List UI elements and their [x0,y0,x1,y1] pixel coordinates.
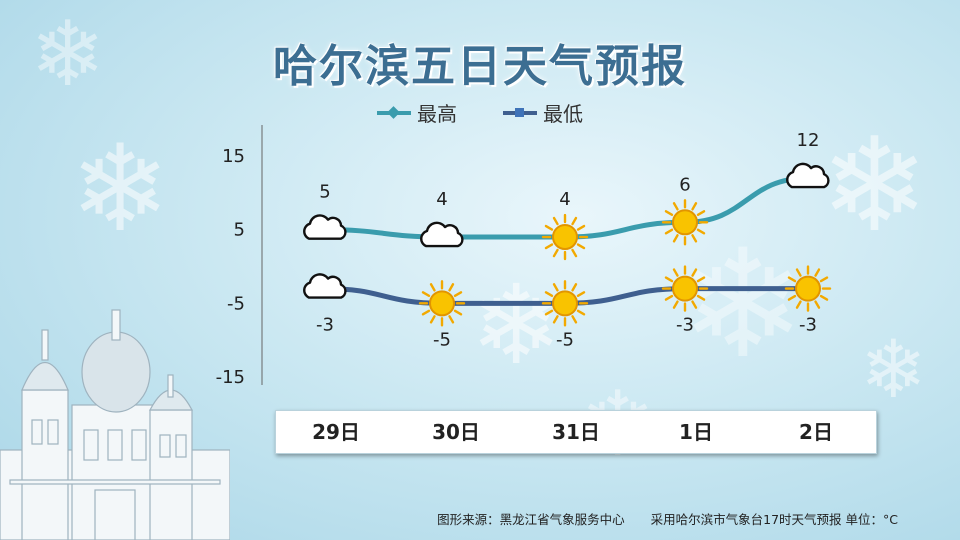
church-illustration [0,309,230,540]
high-temp-label: 4 [436,189,447,210]
y-tick-label: 15 [222,146,245,167]
y-tick-label: -15 [216,367,245,388]
low-temp-label: -5 [433,329,451,350]
low-temp-label: -5 [556,329,574,350]
low-temp-label: -3 [676,315,694,336]
legend-swatch-high [377,105,411,119]
high-temp-label: 12 [797,130,820,151]
sun-icon [661,199,709,246]
footer-note: 采用哈尔滨市气象台17时天气预报 单位：°C [650,512,898,527]
legend-item-low: 最低 [503,98,583,127]
sun-icon [541,213,589,261]
cloud-icon [420,221,464,248]
day-axis-bar: 29日 30日 31日 1日 2日 [275,410,877,454]
high-temp-label: 4 [559,189,570,210]
sun-icon [541,280,589,327]
legend-swatch-low [503,107,537,117]
cloud-icon [303,273,347,299]
sun-icon [418,280,466,327]
low-temp-label: -3 [316,315,334,336]
chart-legend: 最高 最低 [0,98,960,127]
sun-icon [661,265,709,312]
cloud-icon [786,162,830,189]
legend-label-low: 最低 [543,102,583,126]
footer: 图形来源：黑龙江省气象服务中心 采用哈尔滨市气象台17时天气预报 单位：°C [437,509,898,528]
y-tick-label: -5 [227,293,245,314]
footer-source: 图形来源：黑龙江省气象服务中心 [437,512,625,527]
legend-label-high: 最高 [417,102,457,126]
legend-item-high: 最高 [377,98,457,127]
day-label: 1日 [679,420,713,444]
day-label: 30日 [432,420,480,444]
cloud-icon [303,214,347,240]
high-temp-label: 5 [319,182,330,203]
high-temp-label: 6 [679,174,690,195]
low-temp-label: -3 [799,315,817,336]
day-label: 29日 [312,420,360,444]
day-label: 2日 [799,420,833,444]
sun-icon [784,265,832,312]
day-label: 31日 [552,420,600,444]
y-tick-label: 5 [234,220,245,241]
page-title: 哈尔滨五日天气预报 [273,41,687,92]
